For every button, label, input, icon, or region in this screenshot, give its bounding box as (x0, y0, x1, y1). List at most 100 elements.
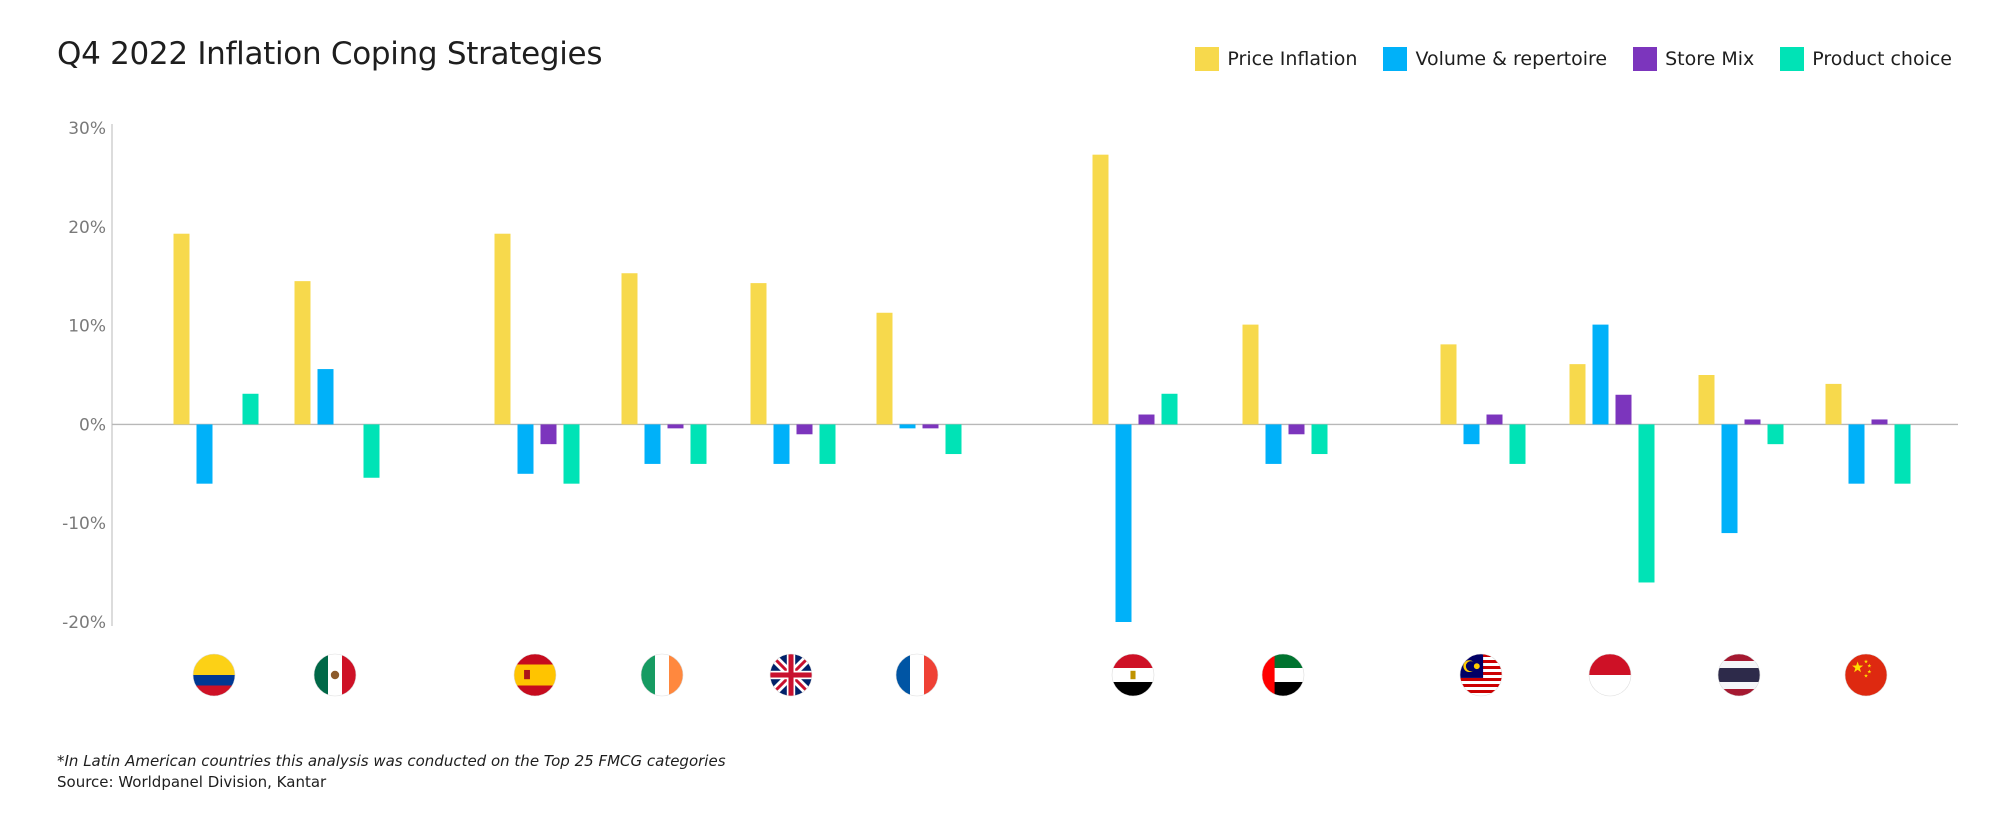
flag-part (342, 654, 356, 696)
flag-part (193, 675, 235, 686)
y-tick-label: 0% (79, 415, 106, 435)
footnote: *In Latin American countries this analys… (57, 752, 726, 770)
bar (1825, 383, 1842, 425)
flag-part (1864, 659, 1868, 664)
source-note: Source: Worldpanel Division, Kantar (57, 773, 327, 791)
bar (563, 424, 580, 484)
bar-group-malaysia (1440, 344, 1526, 464)
ireland-flag-icon (641, 654, 683, 696)
chart-title: Q4 2022 Inflation Coping Strategies (57, 36, 603, 72)
bar (1721, 424, 1738, 534)
bar (317, 369, 334, 425)
flag-part (314, 654, 328, 696)
bar (899, 424, 916, 429)
bar (540, 424, 557, 445)
flag-part (1460, 684, 1502, 687)
flag-part (1262, 654, 1275, 696)
flag-part (514, 664, 556, 686)
flag-part (1852, 661, 1864, 673)
flag-part (330, 670, 340, 680)
chart-legend: Price Inflation Volume & repertoire Stor… (1169, 47, 1952, 71)
legend-swatch (1780, 47, 1805, 71)
bar-group-egypt (1092, 154, 1178, 622)
flag-part (1465, 661, 1476, 672)
bar (796, 424, 813, 435)
flag-border (1111, 653, 1155, 697)
bar (1288, 424, 1305, 435)
flag-part (1460, 681, 1502, 684)
flag-border (769, 653, 813, 697)
flag-border (192, 653, 236, 697)
chart-bars (173, 154, 1911, 622)
y-tick-label: 30% (68, 119, 106, 139)
indonesia-flag-icon (1589, 654, 1631, 696)
flag-part (910, 654, 924, 696)
colombia-flag-icon (193, 654, 235, 696)
flag-part (1460, 693, 1502, 696)
bar (294, 281, 311, 425)
flag-part (896, 654, 910, 696)
bar-group-united-arab-emirates (1242, 324, 1328, 464)
flag-part (1589, 654, 1631, 675)
bar (1115, 424, 1132, 622)
legend-label: Store Mix (1665, 48, 1755, 70)
y-tick-label: -10% (62, 514, 106, 534)
bar (1463, 424, 1480, 445)
bar (1569, 364, 1586, 425)
bar (1871, 419, 1888, 425)
bar-group-indonesia (1569, 324, 1655, 583)
bar (494, 233, 511, 425)
bar (1265, 424, 1282, 464)
legend-item-product-choice: Product choice (1780, 47, 1952, 71)
bar (1848, 424, 1865, 484)
bar (1440, 344, 1457, 425)
bar (922, 424, 939, 429)
flag-border (513, 653, 557, 697)
flag-part (655, 654, 669, 696)
bar (1615, 394, 1632, 425)
flag-border (1844, 653, 1888, 697)
flag-part (524, 669, 530, 680)
legend-label: Volume & repertoire (1415, 48, 1608, 70)
bar (1638, 424, 1655, 583)
bar (242, 393, 259, 425)
bar (667, 424, 684, 429)
flag-part (1460, 678, 1502, 681)
bar (1894, 424, 1911, 484)
uae-flag-icon (1262, 654, 1304, 696)
bar (1138, 414, 1155, 425)
bar (1242, 324, 1259, 425)
bar (1767, 424, 1784, 445)
bar-group-spain (494, 233, 580, 484)
bar (945, 424, 962, 455)
y-tick-label: 10% (68, 317, 106, 337)
legend-label: Product choice (1812, 48, 1952, 70)
flag-part (641, 654, 655, 696)
thailand-flag-icon (1718, 654, 1760, 696)
legend-item-price-inflation: Price Inflation (1195, 47, 1357, 71)
bar (1744, 419, 1761, 425)
flag-part (1867, 669, 1872, 674)
bar (644, 424, 661, 464)
bar-group-colombia (173, 233, 259, 484)
flag-border (313, 653, 357, 697)
chart-axes: 30% 20% 10% 0% -10% -20% (62, 119, 1958, 633)
uk-flag-icon (770, 654, 812, 696)
bar (1161, 393, 1178, 425)
bar-group-mexico (294, 281, 380, 478)
bar (1592, 324, 1609, 425)
flag-part (770, 672, 812, 678)
legend-label: Price Inflation (1227, 48, 1358, 70)
flag-part (1589, 675, 1631, 696)
flag-part (669, 654, 683, 696)
flag-part (193, 654, 235, 675)
flag-part (1718, 682, 1760, 689)
bar (690, 424, 707, 464)
flag-part (1473, 663, 1480, 670)
bar (750, 283, 767, 425)
bar (1486, 414, 1503, 425)
bar (621, 273, 638, 425)
flag-border (640, 653, 684, 697)
flag-part (924, 654, 938, 696)
bar-group-ireland (621, 273, 707, 464)
